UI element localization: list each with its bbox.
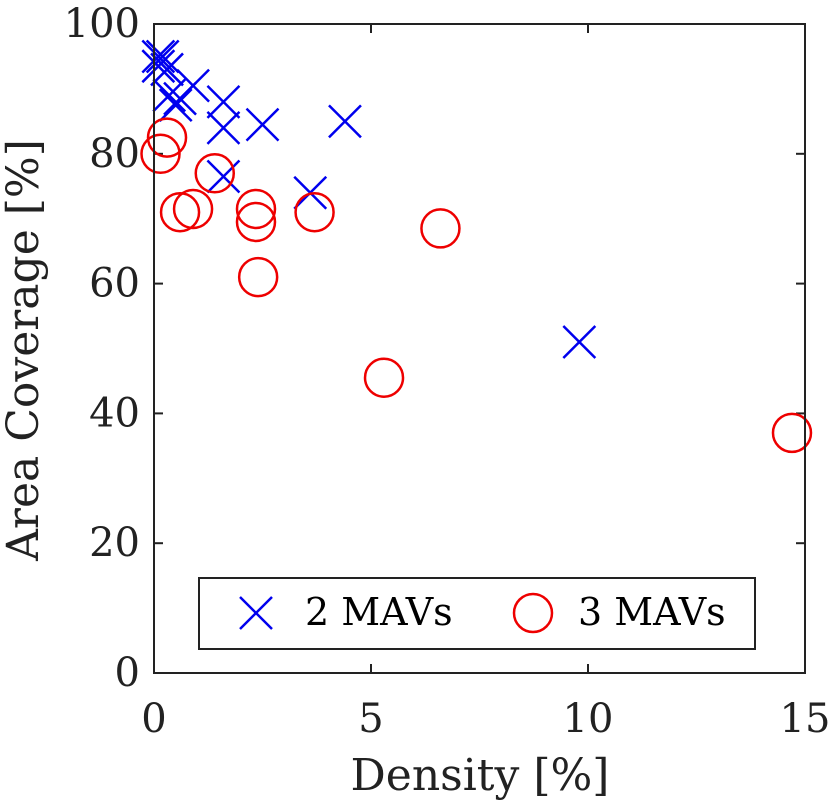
point-2-mavs	[206, 84, 241, 119]
y-tick-label: 20	[89, 520, 140, 566]
axis-tick-labels: 0 5 10 15 0 20 40 60 80 100	[64, 1, 830, 742]
point-2-mavs	[158, 88, 193, 123]
point-3-mavs	[140, 133, 181, 175]
point-3-mavs	[235, 201, 277, 243]
x-tick-label: 5	[358, 696, 383, 742]
point-3-mavs	[172, 188, 214, 230]
point-2-mavs	[206, 159, 241, 194]
point-3-mavs	[194, 153, 236, 194]
y-tick-label: 0	[115, 650, 140, 696]
y-axis-label: Area Coverage [%]	[0, 139, 49, 562]
point-3-mavs	[146, 117, 188, 158]
legend-marker-3-mavs	[512, 592, 554, 634]
x-tick-label: 15	[780, 696, 830, 742]
point-2-mavs	[152, 78, 187, 113]
legend: 2 MAVs 3 MAVs	[198, 577, 756, 650]
x-axis-label: Density [%]	[351, 750, 610, 801]
legend-o-marker	[512, 592, 554, 634]
y-tick-label: 60	[89, 261, 140, 307]
point-2-mavs	[176, 68, 210, 103]
point-2-mavs	[328, 104, 362, 139]
x-tick-label: 0	[141, 696, 166, 742]
y-tick-label: 100	[64, 1, 140, 47]
x-tick-label: 10	[563, 696, 614, 742]
point-2-mavs	[245, 107, 280, 142]
plot-frame	[153, 23, 806, 674]
y-tick-label: 40	[89, 390, 140, 436]
point-3-mavs	[294, 191, 335, 233]
point-3-mavs	[363, 357, 405, 398]
y-tick-label: 80	[89, 131, 140, 177]
point-3-mavs	[235, 188, 277, 230]
legend-x-marker	[239, 596, 273, 630]
legend-label-3-mavs: 3 MAVs	[578, 590, 726, 634]
point-2-mavs	[562, 325, 597, 359]
point-3-mavs	[159, 191, 201, 233]
legend-box	[198, 577, 756, 650]
axis-ticks	[153, 23, 806, 674]
point-3-mavs	[420, 208, 461, 249]
point-2-mavs	[141, 49, 176, 84]
legend-label-2-mavs: 2 MAVs	[305, 590, 453, 634]
point-3-mavs	[771, 412, 813, 454]
point-2-mavs	[145, 39, 180, 74]
data-points	[140, 39, 813, 454]
point-2-mavs	[206, 110, 241, 145]
legend-marker-2-mavs	[239, 596, 273, 630]
point-2-mavs	[150, 52, 184, 87]
point-3-mavs	[237, 256, 279, 298]
